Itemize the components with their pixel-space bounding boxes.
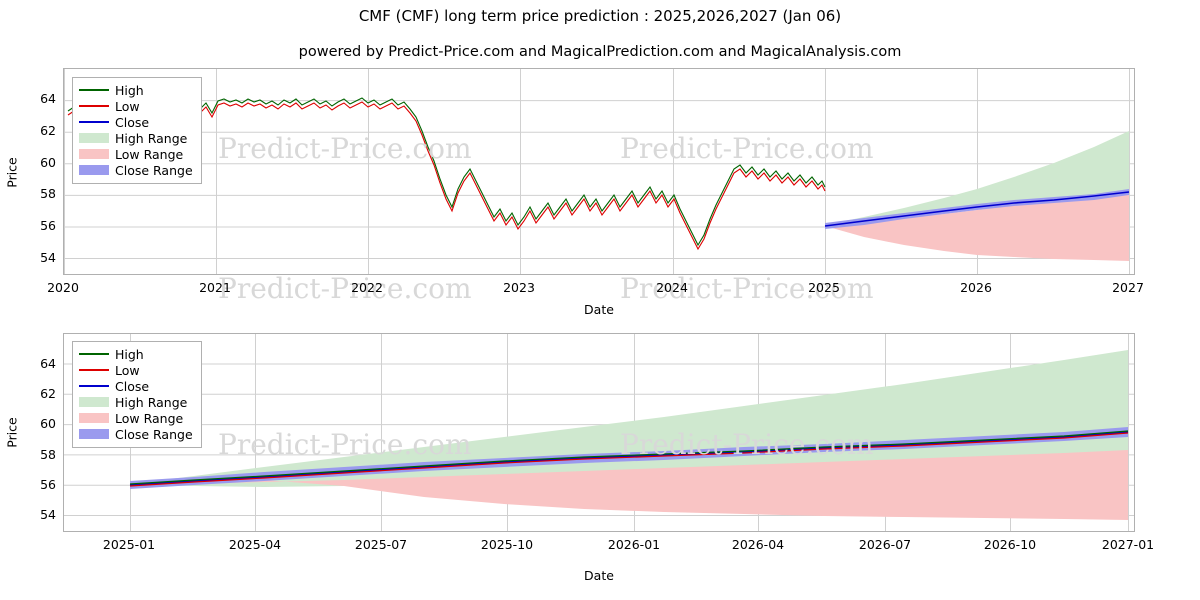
bottom-xtick-2025-10: 2025-10: [480, 537, 534, 552]
bottom-xtick-2026-07: 2026-07: [858, 537, 912, 552]
bottom-chart-svg: [64, 334, 1134, 531]
top-ytick-60: 60: [40, 155, 56, 170]
close-line-swatch: [79, 380, 109, 392]
bottom-high-series: [129, 430, 1129, 485]
top-xtick-2020: 2020: [47, 280, 79, 295]
high-line-swatch: [79, 348, 109, 360]
top-close-range-band: [825, 189, 1129, 229]
bottom-ytick-64: 64: [40, 356, 56, 371]
legend-label-close-range: Close Range: [115, 162, 193, 178]
legend-label-close: Close: [115, 378, 150, 394]
bottom-chart-plot-area: [63, 333, 1135, 532]
legend-label-high-range: High Range: [115, 394, 188, 410]
bottom-ytick-56: 56: [40, 477, 56, 492]
top-ytick-58: 58: [40, 186, 56, 201]
bottom-xtick-2025-07: 2025-07: [354, 537, 408, 552]
legend-label-low: Low: [115, 362, 140, 378]
bottom-xtick-2025-01: 2025-01: [102, 537, 156, 552]
bottom-close-range-band: [130, 427, 1128, 489]
legend-label-close-range: Close Range: [115, 426, 193, 442]
top-xtick-2024: 2024: [656, 280, 688, 295]
high-range-swatch: [79, 132, 109, 144]
legend-item-low[interactable]: Low: [79, 98, 195, 114]
top-yaxis-label: Price: [4, 157, 20, 188]
legend-label-high-range: High Range: [115, 130, 188, 146]
page-title: CMF (CMF) long term price prediction : 2…: [358, 7, 842, 25]
bottom-close-series: [129, 431, 1129, 486]
close-range-swatch: [79, 428, 109, 440]
legend-label-low-range: Low Range: [115, 146, 184, 162]
top-ytick-56: 56: [40, 218, 56, 233]
top-legend: High Low Close High Range Low Range Clos…: [72, 77, 202, 184]
top-ytick-64: 64: [40, 91, 56, 106]
top-chart-svg: [64, 69, 1134, 274]
legend-item-close-range-2[interactable]: Close Range: [79, 426, 195, 442]
legend-item-low-range[interactable]: Low Range: [79, 146, 195, 162]
legend-item-low-range-2[interactable]: Low Range: [79, 410, 195, 426]
bottom-xtick-2026-04: 2026-04: [731, 537, 785, 552]
legend-item-high[interactable]: High: [79, 82, 195, 98]
low-range-swatch: [79, 148, 109, 160]
bottom-ytick-54: 54: [40, 507, 56, 522]
close-range-swatch: [79, 164, 109, 176]
bottom-xaxis-label: Date: [584, 568, 614, 583]
bottom-high-range-band: [130, 350, 1128, 487]
bottom-xtick-2026-01: 2026-01: [607, 537, 661, 552]
bottom-yaxis-label: Price: [4, 417, 20, 448]
top-chart-plot-area: [63, 68, 1135, 275]
page-subtitle: powered by Predict-Price.com and Magical…: [298, 44, 902, 60]
legend-item-high-2[interactable]: High: [79, 346, 195, 362]
top-xtick-2027: 2027: [1112, 280, 1144, 295]
top-low-range-band: [825, 191, 1129, 261]
top-xtick-2021: 2021: [199, 280, 231, 295]
bottom-xtick-2027-01: 2027-01: [1101, 537, 1155, 552]
legend-label-low: Low: [115, 98, 140, 114]
top-ytick-54: 54: [40, 250, 56, 265]
top-xtick-2025: 2025: [808, 280, 840, 295]
legend-item-low-2[interactable]: Low: [79, 362, 195, 378]
top-xtick-2022: 2022: [351, 280, 383, 295]
legend-label-high: High: [115, 82, 144, 98]
legend-item-close-2[interactable]: Close: [79, 378, 195, 394]
top-xaxis-label: Date: [584, 302, 614, 317]
legend-label-high: High: [115, 346, 144, 362]
bottom-ytick-62: 62: [40, 386, 56, 401]
top-ytick-62: 62: [40, 123, 56, 138]
legend-item-close[interactable]: Close: [79, 114, 195, 130]
high-range-swatch: [79, 396, 109, 408]
legend-item-high-range-2[interactable]: High Range: [79, 394, 195, 410]
high-line-swatch: [79, 84, 109, 96]
top-xtick-2023: 2023: [503, 280, 535, 295]
close-line-swatch: [79, 116, 109, 128]
legend-item-high-range[interactable]: High Range: [79, 130, 195, 146]
legend-item-close-range[interactable]: Close Range: [79, 162, 195, 178]
low-line-swatch: [79, 364, 109, 376]
bottom-xtick-2026-10: 2026-10: [983, 537, 1037, 552]
top-close-series: [824, 191, 1130, 227]
low-range-swatch: [79, 412, 109, 424]
bottom-legend: High Low Close High Range Low Range Clos…: [72, 341, 202, 448]
top-xtick-2026: 2026: [960, 280, 992, 295]
bottom-low-range-band: [130, 450, 1128, 520]
bottom-xtick-2025-04: 2025-04: [228, 537, 282, 552]
bottom-ytick-58: 58: [40, 447, 56, 462]
bottom-ytick-60: 60: [40, 416, 56, 431]
legend-label-close: Close: [115, 114, 150, 130]
legend-label-low-range: Low Range: [115, 410, 184, 426]
bottom-low-series: [129, 432, 1129, 487]
low-line-swatch: [79, 100, 109, 112]
